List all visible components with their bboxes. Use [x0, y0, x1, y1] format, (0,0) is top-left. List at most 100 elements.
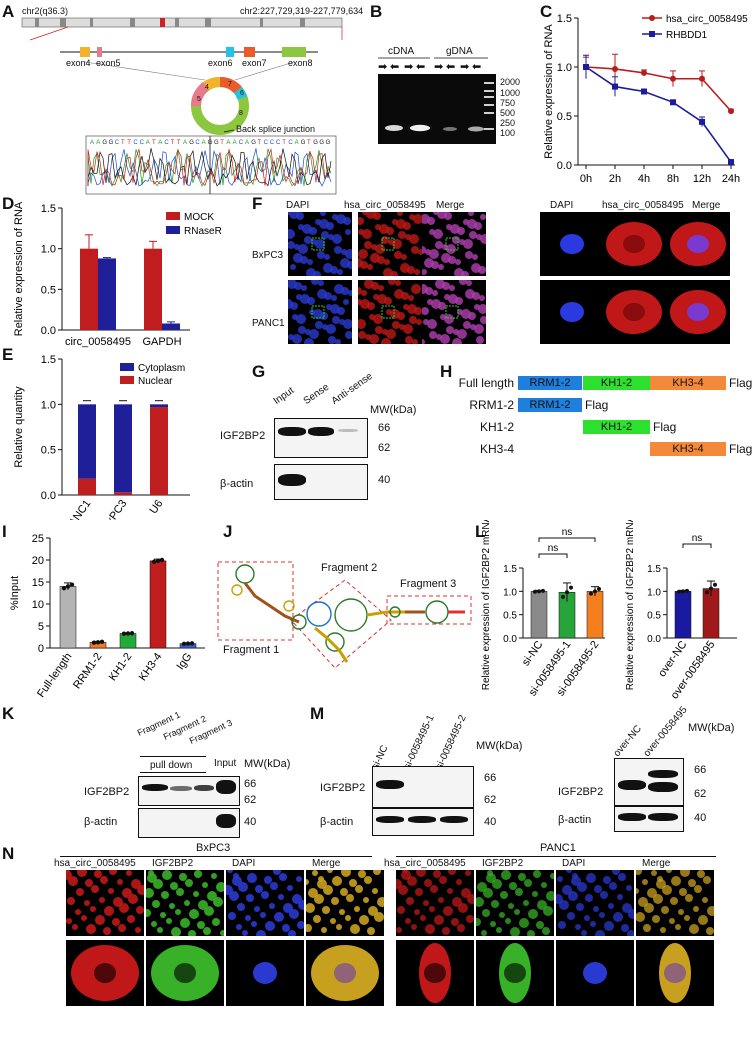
nucleus [664, 963, 686, 983]
band [278, 427, 306, 436]
base-letter: T [282, 140, 286, 146]
x-tick-label: 8h [667, 173, 679, 185]
svg-text:➡: ➡ [404, 60, 413, 73]
base-letter: A [158, 140, 162, 146]
bar [78, 478, 96, 495]
cell [685, 894, 693, 902]
chromatogram-trace [87, 148, 332, 187]
y-axis-label: Relative expression of IGF2BP2 mRNA [625, 520, 636, 690]
micrograph-tile [422, 212, 486, 276]
panel-f: F DAPI hsa_circ_0058495 Merge DAPI hsa_c… [250, 190, 753, 350]
data-point [569, 585, 573, 590]
y-tick-label: 1.5 [41, 203, 56, 215]
cell [91, 885, 99, 893]
cell [337, 307, 345, 315]
cell [423, 900, 429, 906]
cell [508, 903, 514, 909]
cell [420, 915, 426, 921]
data-point [670, 75, 676, 82]
cell [296, 876, 302, 882]
micrograph-image [583, 962, 607, 984]
cell [472, 292, 480, 300]
cell [312, 870, 318, 876]
nucleus [687, 235, 709, 253]
svg-text:⬅: ⬅ [472, 60, 481, 73]
y-tick-label: 1.5 [41, 354, 56, 366]
cell [292, 334, 302, 344]
fragment-1-label: Fragment 1 [223, 644, 280, 656]
cell [332, 316, 340, 324]
base-letter: T [307, 140, 311, 146]
micrograph-tile [666, 280, 730, 344]
cell [179, 873, 187, 881]
micrograph-image [151, 945, 219, 1001]
cell [643, 924, 651, 932]
cell [501, 870, 511, 880]
cell [455, 297, 463, 305]
row-igf2bp2: IGF2BP2 [220, 430, 266, 442]
micrograph-tile [396, 940, 474, 1006]
zoom-box [311, 305, 325, 319]
cell [315, 239, 325, 249]
y-axis-label: Relative quantity [13, 386, 25, 468]
cell [337, 269, 343, 275]
cell [317, 879, 327, 889]
cell [373, 212, 381, 220]
cell [375, 244, 385, 254]
micrograph-image [253, 962, 277, 984]
cell [306, 903, 315, 913]
micrograph-tile [476, 870, 554, 936]
cell [146, 909, 151, 917]
cell [362, 229, 372, 239]
cell [334, 246, 342, 254]
panel-i: I 0 5 10 15 20 25 %Input Full-length RRM1-2 KH1-2… [0, 520, 215, 700]
cell [194, 870, 202, 878]
cell [169, 903, 175, 909]
cell [558, 921, 566, 929]
data-point [99, 639, 105, 645]
cell [491, 900, 499, 908]
exon8-label: exon8 [288, 58, 313, 68]
cell [405, 918, 411, 924]
data-point [641, 69, 647, 76]
y-tick-label: 5 [38, 621, 44, 633]
cell [392, 321, 400, 329]
panel-j: J Fragment 1 Fragment 2 Fragment 3 [215, 520, 475, 700]
bar [59, 586, 77, 649]
cell [411, 246, 419, 254]
micrograph-tile [226, 940, 304, 1006]
mw-40: 40 [378, 474, 391, 486]
data-point [612, 83, 618, 90]
cell [636, 870, 642, 875]
cell [211, 873, 217, 879]
cell [425, 924, 435, 934]
cell [212, 918, 220, 926]
col-dapi-2: DAPI [550, 200, 574, 211]
cell [220, 930, 224, 936]
fragment-2-label: Fragment 2 [321, 562, 378, 574]
cell [264, 876, 272, 884]
panel-label: B [370, 2, 383, 21]
cell [171, 927, 181, 936]
micrograph-image [71, 945, 139, 1001]
base-letter: C [164, 140, 169, 146]
cell [706, 927, 714, 935]
micrograph-tile [226, 870, 304, 936]
cell [279, 873, 287, 881]
cell [482, 909, 490, 917]
cell [354, 906, 360, 912]
base-letter: G [189, 140, 194, 146]
micrograph-image [358, 280, 422, 344]
data-point [699, 118, 705, 125]
cell [188, 930, 196, 936]
cell [431, 261, 439, 269]
cell [283, 903, 293, 913]
micrograph-image [476, 870, 554, 936]
data-point [612, 65, 618, 72]
data-point [129, 631, 135, 636]
cell [434, 915, 444, 925]
data-point [728, 108, 734, 115]
cell [461, 888, 471, 898]
cell [256, 930, 266, 936]
